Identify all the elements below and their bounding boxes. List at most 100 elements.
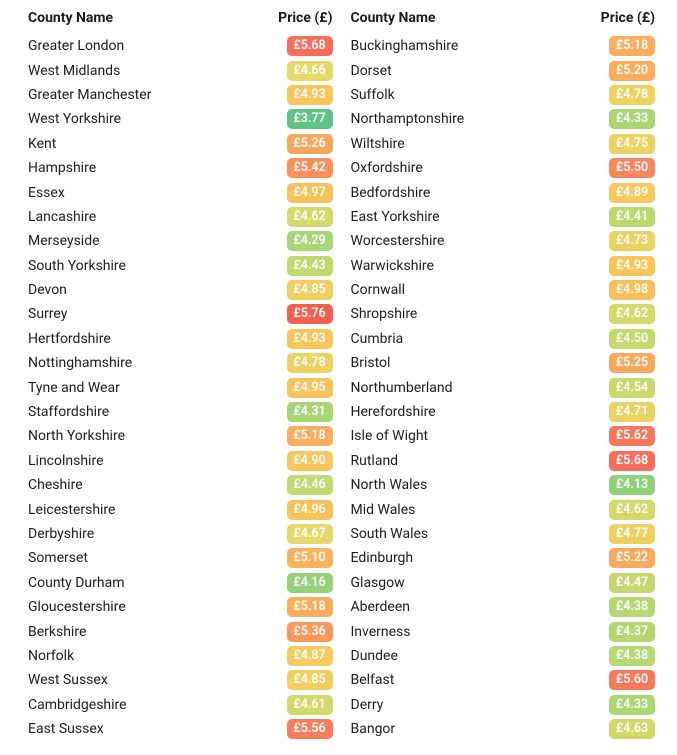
table-row: West Sussex£4.85 bbox=[28, 668, 333, 692]
header-price: Price (£) bbox=[601, 10, 655, 26]
price-badge: £4.85 bbox=[287, 670, 333, 690]
county-name: Bangor bbox=[351, 721, 396, 737]
price-badge: £5.20 bbox=[609, 61, 655, 81]
price-badge: £4.66 bbox=[287, 61, 333, 81]
table-row: Norfolk£4.87 bbox=[28, 644, 333, 668]
county-name: Glasgow bbox=[351, 575, 405, 591]
table-row: Devon£4.85 bbox=[28, 278, 333, 302]
price-badge: £4.95 bbox=[287, 378, 333, 398]
county-name: Merseyside bbox=[28, 233, 100, 249]
county-name: West Yorkshire bbox=[28, 111, 121, 127]
price-badge: £5.62 bbox=[609, 426, 655, 446]
county-name: Derbyshire bbox=[28, 526, 94, 542]
county-name: Cheshire bbox=[28, 477, 83, 493]
county-name: Northumberland bbox=[351, 380, 453, 396]
header-county: County Name bbox=[28, 10, 113, 26]
table-row: Worcestershire£4.73 bbox=[351, 229, 656, 253]
table-row: North Yorkshire£5.18 bbox=[28, 424, 333, 448]
table-row: Mid Wales £4.62 bbox=[351, 497, 656, 521]
header-price: Price (£) bbox=[278, 10, 332, 26]
table-row: West Yorkshire £3.77 bbox=[28, 107, 333, 131]
table-row: County Durham£4.16 bbox=[28, 571, 333, 595]
county-name: Lancashire bbox=[28, 209, 96, 225]
county-name: South Wales bbox=[351, 526, 429, 542]
price-badge: £5.60 bbox=[609, 670, 655, 690]
table-row: Northamptonshire£4.33 bbox=[351, 107, 656, 131]
table-row: Herefordshire£4.71 bbox=[351, 400, 656, 424]
table-row: Somerset£5.10 bbox=[28, 546, 333, 570]
county-name: North Yorkshire bbox=[28, 428, 125, 444]
price-badge: £5.26 bbox=[287, 134, 333, 154]
county-name: Bristol bbox=[351, 355, 391, 371]
table-row: Hertfordshire£4.93 bbox=[28, 327, 333, 351]
county-name: Berkshire bbox=[28, 624, 86, 640]
table-row: Derbyshire£4.67 bbox=[28, 522, 333, 546]
price-badge: £4.38 bbox=[609, 597, 655, 617]
county-name: Greater London bbox=[28, 38, 124, 54]
price-badge: £4.78 bbox=[609, 85, 655, 105]
county-name: West Midlands bbox=[28, 63, 120, 79]
table-row: South Yorkshire£4.43 bbox=[28, 254, 333, 278]
county-name: County Durham bbox=[28, 575, 124, 591]
table-row: Suffolk£4.78 bbox=[351, 83, 656, 107]
county-name: Edinburgh bbox=[351, 550, 414, 566]
county-name: East Yorkshire bbox=[351, 209, 440, 225]
county-name: Inverness bbox=[351, 624, 411, 640]
price-badge: £4.93 bbox=[287, 329, 333, 349]
table-row: East Sussex £5.56 bbox=[28, 717, 333, 741]
county-name: Cumbria bbox=[351, 331, 404, 347]
county-name: Surrey bbox=[28, 306, 67, 322]
price-badge: £4.75 bbox=[609, 134, 655, 154]
price-badge: £4.50 bbox=[609, 329, 655, 349]
price-badge: £4.37 bbox=[609, 622, 655, 642]
county-name: Kent bbox=[28, 136, 56, 152]
county-name: Rutland bbox=[351, 453, 399, 469]
table-row: Isle of Wight£5.62 bbox=[351, 424, 656, 448]
price-badge: £4.41 bbox=[609, 207, 655, 227]
county-name: Derry bbox=[351, 697, 384, 713]
table-row: Greater London£5.68 bbox=[28, 34, 333, 58]
price-badge: £4.47 bbox=[609, 573, 655, 593]
table-row: Aberdeen£4.38 bbox=[351, 595, 656, 619]
county-name: Wiltshire bbox=[351, 136, 405, 152]
price-badge: £4.13 bbox=[609, 475, 655, 495]
table-row: Cambridgeshire£4.61 bbox=[28, 693, 333, 717]
county-name: Norfolk bbox=[28, 648, 74, 664]
price-badge: £4.90 bbox=[287, 451, 333, 471]
table-row: Bristol£5.25 bbox=[351, 351, 656, 375]
price-badge: £4.62 bbox=[287, 207, 333, 227]
price-badge: £4.62 bbox=[609, 500, 655, 520]
table-row: Essex£4.97 bbox=[28, 180, 333, 204]
table-row: Cornwall£4.98 bbox=[351, 278, 656, 302]
price-badge: £4.46 bbox=[287, 475, 333, 495]
county-name: Leicestershire bbox=[28, 502, 115, 518]
price-badge: £4.43 bbox=[287, 256, 333, 276]
table-row: Glasgow £4.47 bbox=[351, 571, 656, 595]
price-badge: £5.68 bbox=[609, 451, 655, 471]
county-name: Gloucestershire bbox=[28, 599, 126, 615]
table-row: Leicestershire£4.96 bbox=[28, 497, 333, 521]
table-row: Dundee£4.38 bbox=[351, 644, 656, 668]
header-county: County Name bbox=[351, 10, 436, 26]
table-row: Hampshire£5.42 bbox=[28, 156, 333, 180]
price-badge: £3.77 bbox=[287, 109, 333, 129]
price-badge: £4.54 bbox=[609, 378, 655, 398]
price-badge: £4.93 bbox=[609, 256, 655, 276]
county-name: Somerset bbox=[28, 550, 88, 566]
price-badge: £4.77 bbox=[609, 524, 655, 544]
table-row: East Yorkshire £4.41 bbox=[351, 205, 656, 229]
price-badge: £4.29 bbox=[287, 231, 333, 251]
county-name: Lincolnshire bbox=[28, 453, 104, 469]
price-badge: £4.33 bbox=[609, 109, 655, 129]
price-badge: £4.98 bbox=[609, 280, 655, 300]
county-name: Mid Wales bbox=[351, 502, 416, 518]
price-badge: £4.31 bbox=[287, 402, 333, 422]
price-badge: £5.18 bbox=[287, 597, 333, 617]
price-badge: £5.56 bbox=[287, 719, 333, 739]
county-name: Herefordshire bbox=[351, 404, 436, 420]
table-row: Belfast£5.60 bbox=[351, 668, 656, 692]
price-badge: £5.76 bbox=[287, 304, 333, 324]
price-badge: £4.89 bbox=[609, 183, 655, 203]
county-name: East Sussex bbox=[28, 721, 104, 737]
header-row: County Name Price (£) bbox=[351, 10, 656, 26]
